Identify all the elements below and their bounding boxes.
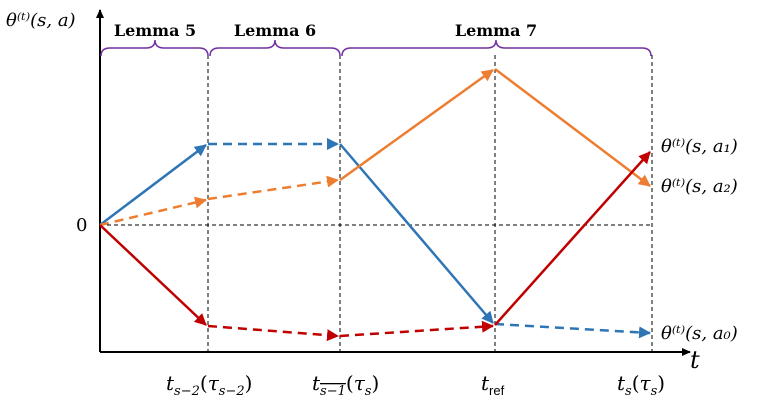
tick-label-t1: ts−2(τs−2) (166, 371, 252, 399)
series-label-a0: θ⁽ᵗ⁾(s, a₀) (661, 323, 738, 344)
zero-label: 0 (76, 215, 87, 236)
tick-label-t2: ts−1(τs) (312, 371, 379, 399)
orange-segment-1 (99, 196, 207, 227)
tick-label-t3: tref (481, 371, 505, 398)
blue-segment-4 (494, 322, 651, 339)
brace-lemma-5 (100, 39, 209, 57)
brace-lemma-6 (209, 39, 341, 57)
red-segment-2 (207, 324, 339, 342)
lemma-6-label: Lemma 6 (234, 21, 316, 40)
red-segment-1 (99, 224, 207, 326)
orange-segment-4 (494, 68, 651, 187)
series-label-a2: θ⁽ᵗ⁾(s, a₂) (661, 176, 738, 197)
lemma-7-label: Lemma 7 (455, 21, 537, 40)
series-label-a1: θ⁽ᵗ⁾(s, a₁) (661, 136, 738, 157)
red-segment-4 (494, 151, 651, 326)
blue-segment-3 (339, 143, 494, 324)
x-axis-label: t (690, 346, 700, 374)
orange-segment-2 (207, 175, 339, 201)
red-segment-3 (339, 320, 494, 338)
brace-lemma-7 (341, 39, 652, 57)
orange-segment-3 (339, 68, 494, 182)
y-axis-label: θ⁽ᵗ⁾(s, a) (6, 10, 76, 31)
tick-label-t4: ts(τs) (617, 371, 665, 399)
lemma-5-label: Lemma 5 (114, 21, 196, 40)
blue-segment-1 (99, 144, 207, 226)
